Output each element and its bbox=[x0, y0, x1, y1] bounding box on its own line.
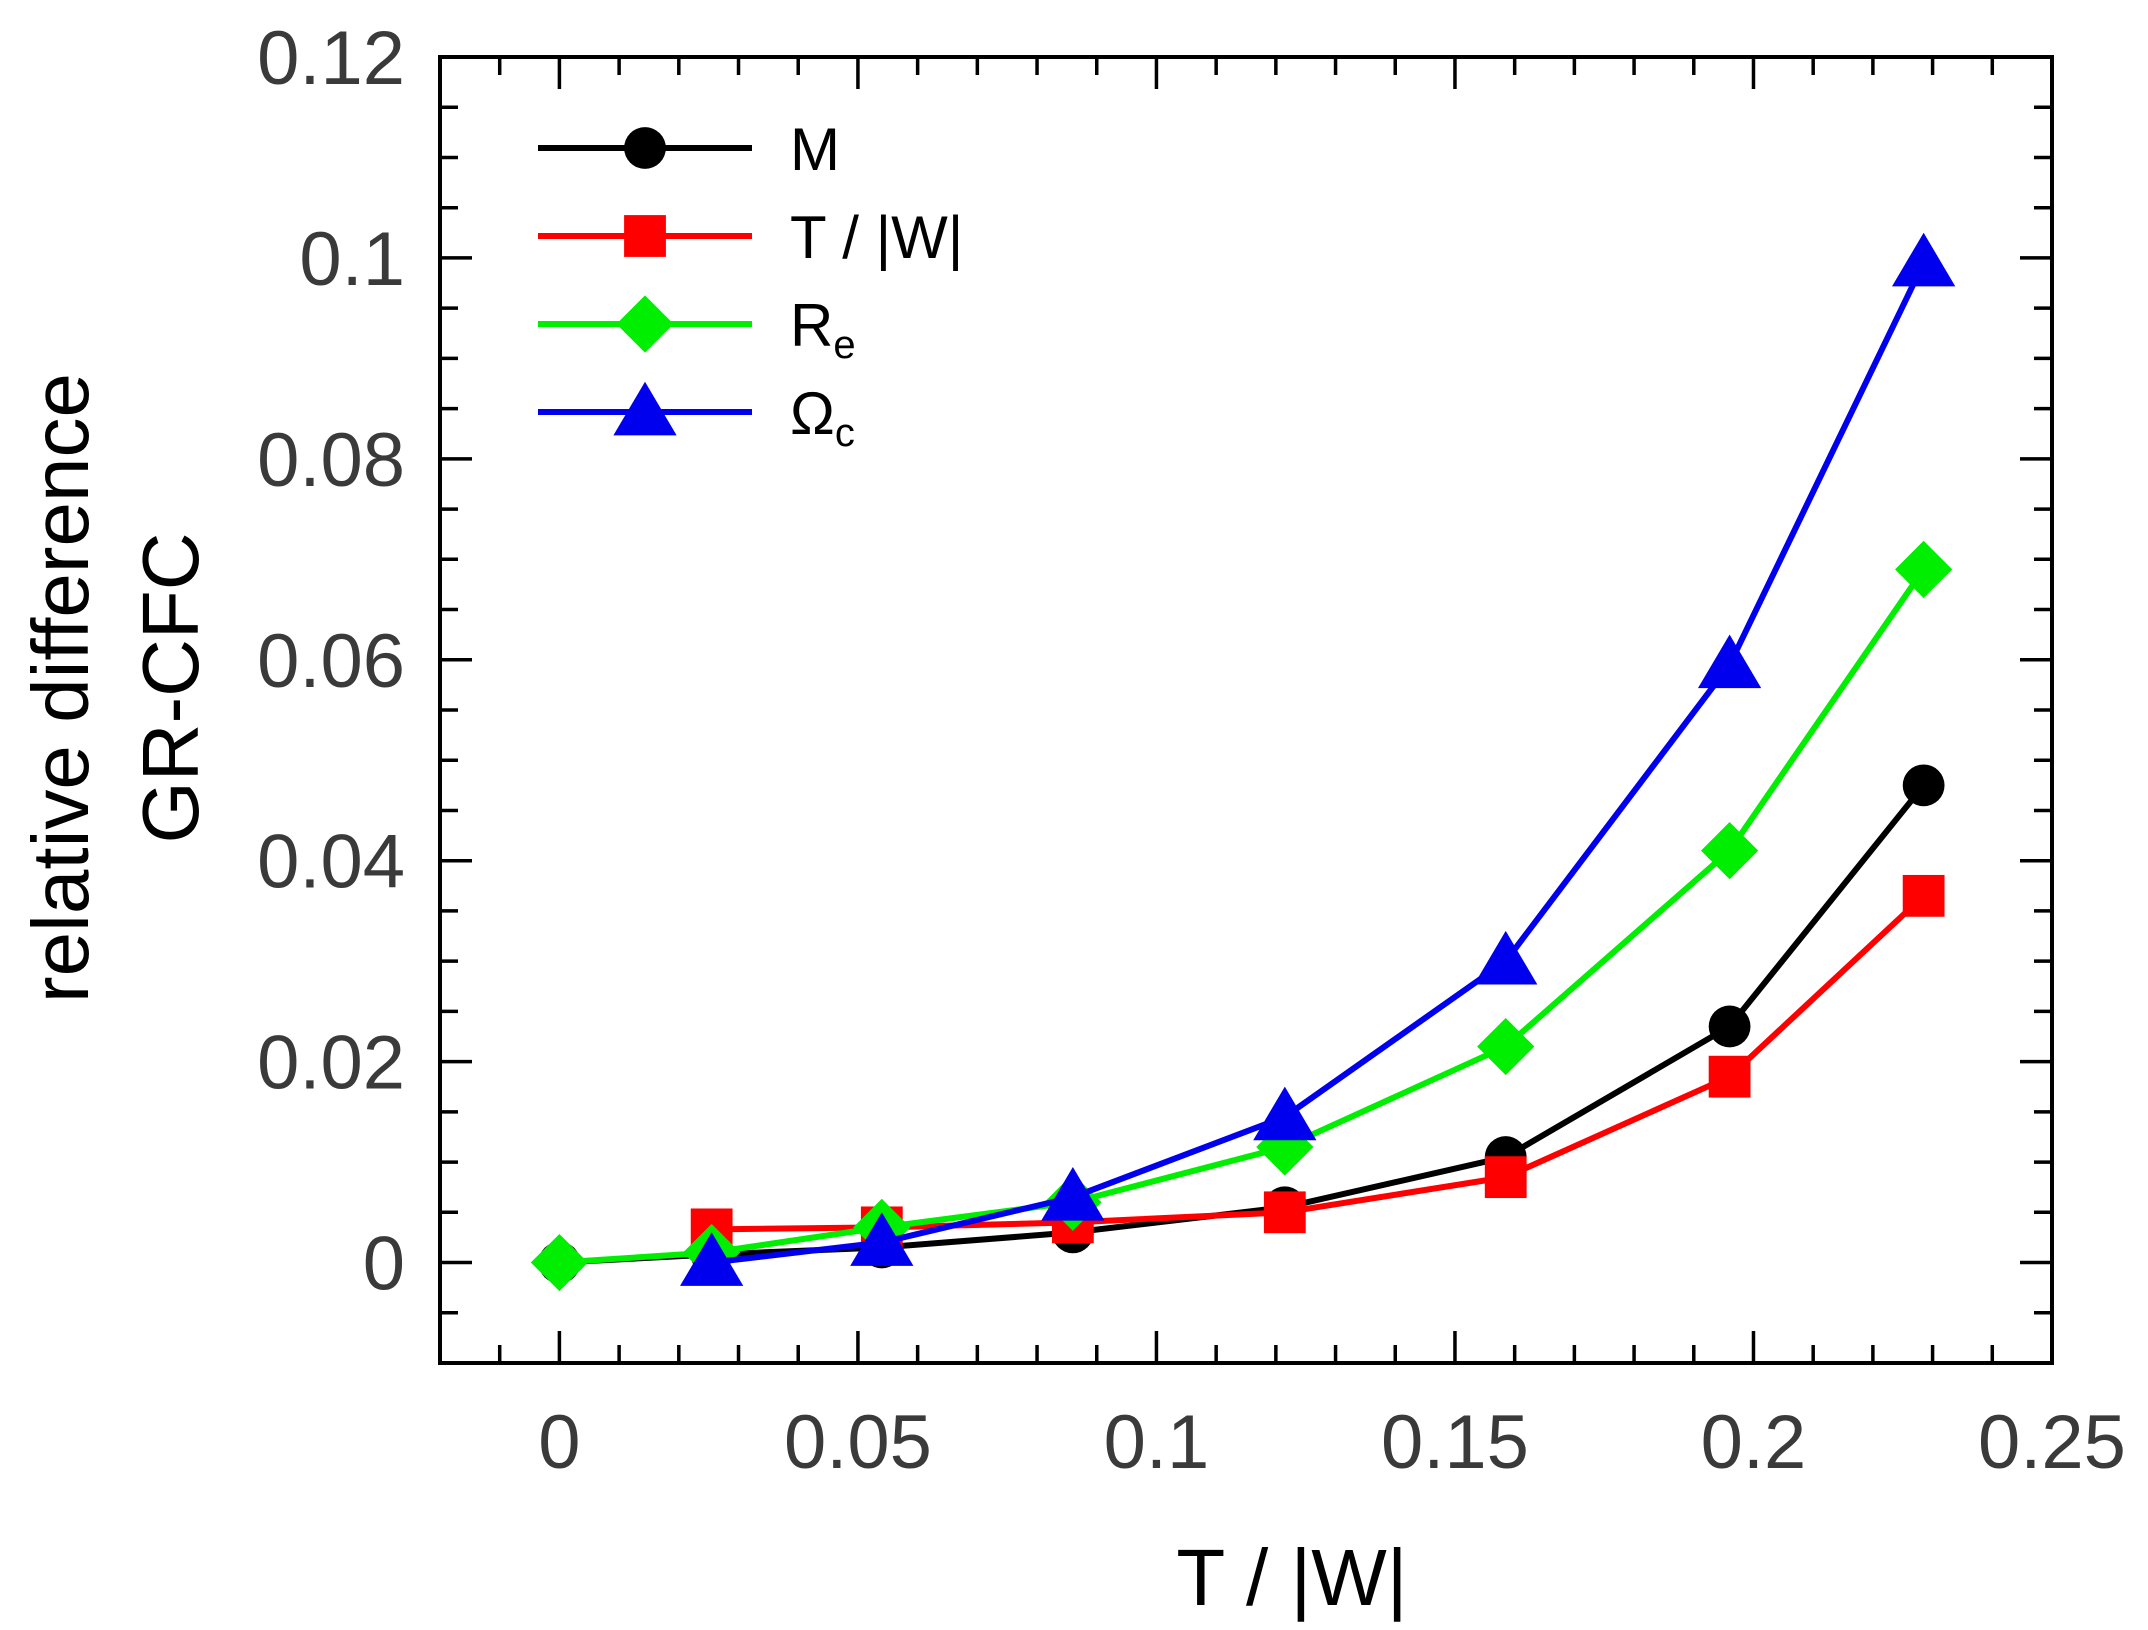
data-point bbox=[1902, 874, 1945, 917]
y-tick-label: 0.06 bbox=[257, 619, 405, 704]
legend-marker bbox=[616, 295, 674, 353]
legend: M T / |W| Re Ωc bbox=[538, 116, 963, 455]
data-point bbox=[1263, 1191, 1306, 1234]
y-tick-label: 0.08 bbox=[257, 418, 405, 503]
data-point bbox=[1484, 1156, 1527, 1199]
x-tick-label: 0.05 bbox=[784, 1400, 932, 1485]
x-axis-title: T / |W| bbox=[1176, 1533, 1407, 1622]
legend-entry: Re bbox=[538, 292, 856, 367]
y-tick-label: 0 bbox=[363, 1222, 405, 1307]
series-1 bbox=[690, 874, 1945, 1251]
series-line bbox=[559, 567, 1927, 1266]
data-point bbox=[1708, 1005, 1751, 1048]
x-tick-label: 0.25 bbox=[1978, 1400, 2126, 1485]
legend-label: M bbox=[790, 116, 840, 183]
legend-label: Ωc bbox=[790, 380, 855, 455]
legend-entry: T / |W| bbox=[538, 204, 963, 271]
data-point bbox=[1895, 540, 1953, 598]
data-point bbox=[1041, 1166, 1105, 1221]
y-tick-label: 0.04 bbox=[257, 820, 405, 905]
y-tick-labels: 0 0.02 0.04 0.06 0.08 0.1 0.12 bbox=[257, 16, 405, 1307]
plot-frame bbox=[438, 55, 2054, 1365]
legend-entry: Ωc bbox=[538, 380, 855, 455]
series-layer bbox=[530, 232, 1956, 1292]
legend-label: T / |W| bbox=[790, 204, 963, 271]
series-line bbox=[711, 261, 1927, 1266]
data-point bbox=[1477, 1017, 1535, 1076]
x-tick-label: 0 bbox=[538, 1400, 580, 1485]
data-point bbox=[850, 1212, 914, 1266]
legend-marker bbox=[624, 127, 666, 169]
y-axis-title-line1: relative difference bbox=[16, 373, 105, 1003]
y-tick-label: 0.02 bbox=[257, 1021, 405, 1106]
legend-marker bbox=[624, 215, 666, 257]
y-tick-label: 0.1 bbox=[299, 217, 405, 302]
data-point bbox=[530, 1233, 589, 1292]
x-tick-label: 0.1 bbox=[1104, 1400, 1210, 1485]
series-3 bbox=[680, 232, 1956, 1286]
x-tick-labels: 0 0.05 0.1 0.15 0.2 0.25 bbox=[538, 1400, 2126, 1485]
y-tick-label: 0.12 bbox=[257, 16, 405, 101]
data-point bbox=[1701, 822, 1759, 880]
data-point bbox=[1697, 634, 1762, 689]
legend-marker bbox=[613, 381, 677, 436]
data-point bbox=[1708, 1055, 1751, 1098]
data-point bbox=[1253, 1086, 1317, 1141]
x-tick-label: 0.15 bbox=[1381, 1400, 1529, 1485]
y-axis-title-line2: GR-CFC bbox=[126, 532, 215, 843]
legend-label: Re bbox=[790, 292, 856, 367]
data-point bbox=[1902, 764, 1945, 807]
data-point bbox=[1892, 232, 1956, 287]
data-point bbox=[680, 1232, 744, 1286]
x-tick-label: 0.2 bbox=[1701, 1400, 1807, 1485]
data-point bbox=[1474, 930, 1538, 985]
axis-ticks bbox=[440, 57, 2052, 1363]
legend-entry: M bbox=[538, 116, 840, 183]
